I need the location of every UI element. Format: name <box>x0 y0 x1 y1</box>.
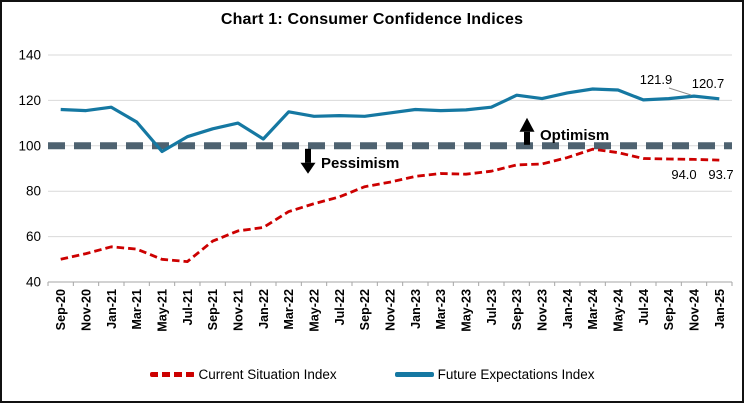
svg-text:Jan-21: Jan-21 <box>105 289 119 329</box>
svg-text:Sep-21: Sep-21 <box>206 289 220 330</box>
svg-text:Jul-24: Jul-24 <box>637 289 651 325</box>
future-expectations-line-swatch <box>394 372 434 377</box>
legend-item-current-situation: Current Situation Index <box>149 367 337 382</box>
svg-text:Pessimism: Pessimism <box>321 155 399 172</box>
svg-text:May-24: May-24 <box>612 289 626 332</box>
svg-text:Jan-23: Jan-23 <box>409 289 423 329</box>
svg-text:May-23: May-23 <box>460 289 474 332</box>
svg-text:Jan-24: Jan-24 <box>561 289 575 329</box>
svg-text:Nov-21: Nov-21 <box>232 289 246 331</box>
svg-text:93.7: 93.7 <box>708 167 733 182</box>
svg-text:Mar-21: Mar-21 <box>130 289 144 330</box>
svg-text:Jan-22: Jan-22 <box>257 289 271 329</box>
legend-label-current-situation: Current Situation Index <box>198 367 337 382</box>
svg-text:Jan-25: Jan-25 <box>713 289 727 329</box>
svg-text:Jul-22: Jul-22 <box>333 289 347 325</box>
svg-text:Jul-23: Jul-23 <box>485 289 499 325</box>
svg-text:Mar-23: Mar-23 <box>434 289 448 330</box>
legend-item-future-expectations: Future Expectations Index <box>394 367 595 382</box>
svg-text:Mar-24: Mar-24 <box>586 289 600 330</box>
svg-text:40: 40 <box>26 275 41 290</box>
svg-text:May-22: May-22 <box>308 289 322 332</box>
chart-svg: 140 120 100 80 60 40 Sep-20 Nov-20 Jan-21 Mar-21 M… <box>18 48 733 332</box>
svg-text:100: 100 <box>18 138 41 153</box>
legend-label-future-expectations: Future Expectations Index <box>437 367 595 382</box>
chart-legend: Current Situation Index Future Expectati… <box>0 367 744 382</box>
svg-text:Optimism: Optimism <box>540 127 609 144</box>
svg-text:60: 60 <box>26 229 41 244</box>
svg-text:Jul-21: Jul-21 <box>181 289 195 325</box>
svg-text:Nov-24: Nov-24 <box>688 289 702 331</box>
svg-text:Sep-20: Sep-20 <box>54 289 68 330</box>
svg-text:Sep-22: Sep-22 <box>358 289 372 330</box>
svg-text:May-21: May-21 <box>156 289 170 332</box>
svg-text:140: 140 <box>18 48 41 63</box>
svg-text:120: 120 <box>18 93 41 108</box>
current-situation-line-swatch <box>149 372 195 377</box>
svg-text:Sep-23: Sep-23 <box>510 289 524 330</box>
svg-text:Sep-24: Sep-24 <box>662 289 676 330</box>
svg-text:120.7: 120.7 <box>692 76 725 91</box>
svg-text:94.0: 94.0 <box>671 167 696 182</box>
chart-title: Chart 1: Consumer Confidence Indices <box>220 11 524 28</box>
svg-text:Nov-23: Nov-23 <box>536 289 550 331</box>
svg-text:121.9: 121.9 <box>640 72 673 87</box>
svg-text:80: 80 <box>26 184 41 199</box>
svg-text:Nov-22: Nov-22 <box>384 289 398 331</box>
svg-text:Nov-20: Nov-20 <box>80 289 94 331</box>
svg-text:Mar-22: Mar-22 <box>282 289 296 330</box>
